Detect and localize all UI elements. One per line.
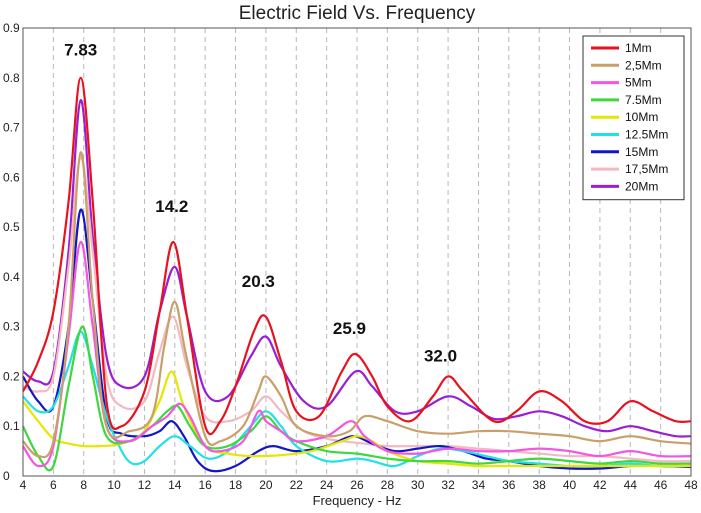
series-line-20Mm xyxy=(22,99,692,438)
legend-label: 20Mm xyxy=(625,179,658,193)
x-tick-label: 20 xyxy=(259,478,273,492)
legend-label: 1Mm xyxy=(625,41,652,55)
x-tick-label: 48 xyxy=(684,478,698,492)
x-tick-label: 44 xyxy=(624,478,638,492)
y-tick-label: 0 xyxy=(3,469,10,483)
y-tick-label: 0.8 xyxy=(3,71,20,85)
chart-title: Electric Field Vs. Frequency xyxy=(239,3,476,24)
y-tick-label: 0.5 xyxy=(3,220,20,234)
x-tick-label: 12 xyxy=(138,478,152,492)
x-tick-label: 4 xyxy=(20,478,27,492)
series-line-10Mm xyxy=(22,370,691,468)
legend-label: 5Mm xyxy=(625,76,652,90)
peak-annotation: 32.0 xyxy=(424,347,457,366)
series-line-17,5Mm xyxy=(22,156,692,463)
x-tick-label: 14 xyxy=(168,478,182,492)
series-line-2,5Mm xyxy=(22,151,692,459)
x-tick-label: 6 xyxy=(50,478,57,492)
x-tick-label: 32 xyxy=(441,478,455,492)
x-tick-label: 30 xyxy=(411,478,425,492)
y-tick-label: 0.3 xyxy=(3,320,20,334)
series-line-5Mm xyxy=(22,240,692,468)
x-tick-label: 34 xyxy=(472,478,486,492)
y-tick-label: 0.2 xyxy=(3,369,20,383)
y-tick-label: 0.6 xyxy=(3,170,20,184)
x-tick-label: 10 xyxy=(107,478,121,492)
y-tick-label: 0.9 xyxy=(3,21,20,35)
peak-annotation: 7.83 xyxy=(64,40,97,59)
peak-annotation: 20.3 xyxy=(242,272,275,291)
y-tick-label: 0.4 xyxy=(3,270,20,284)
x-tick-label: 26 xyxy=(350,478,364,492)
legend-label: 10Mm xyxy=(625,110,658,124)
legend: 1Mm 2,5Mm 5Mm 7.5Mm 10Mm 12.5Mm 15Mm 17,5Mm 20Mm xyxy=(582,35,685,201)
x-tick-label: 8 xyxy=(80,478,87,492)
series-line-7.5Mm xyxy=(22,325,692,472)
peak-annotations: 7.83 14.2 20.3 25.9 32.0 xyxy=(64,40,457,365)
x-tick-label: 16 xyxy=(199,478,213,492)
legend-label: 15Mm xyxy=(625,145,658,159)
peak-annotation: 25.9 xyxy=(333,319,366,338)
x-tick-label: 46 xyxy=(654,478,668,492)
x-tick-label: 24 xyxy=(320,478,334,492)
legend-label: 12.5Mm xyxy=(625,128,668,142)
y-tick-label: 0.1 xyxy=(3,419,20,433)
x-tick-label: 22 xyxy=(290,478,304,492)
peak-annotation: 14.2 xyxy=(155,197,188,216)
legend-label: 2,5Mm xyxy=(625,58,662,72)
series-lines xyxy=(22,76,692,473)
legend-label: 17,5Mm xyxy=(625,162,668,176)
x-tick-label: 38 xyxy=(533,478,547,492)
x-axis-ticks: 4 6 8 10 12 14 16 18 20 22 24 26 28 30 32 34 36 38 40 42 44 4… xyxy=(20,478,698,492)
x-tick-label: 42 xyxy=(593,478,607,492)
series-line-1Mm xyxy=(22,76,692,436)
x-tick-label: 36 xyxy=(502,478,516,492)
x-tick-label: 28 xyxy=(381,478,395,492)
y-axis-ticks: 0 0.1 0.2 0.3 0.4 0.5 0.6 0.7 0.8 0.9 xyxy=(3,21,20,483)
x-axis-label: Frequency - Hz xyxy=(313,493,402,508)
x-tick-label: 18 xyxy=(229,478,243,492)
plot-frame xyxy=(22,27,692,477)
y-tick-label: 0.7 xyxy=(3,121,20,135)
legend-label: 7.5Mm xyxy=(625,93,662,107)
x-tick-label: 40 xyxy=(563,478,577,492)
